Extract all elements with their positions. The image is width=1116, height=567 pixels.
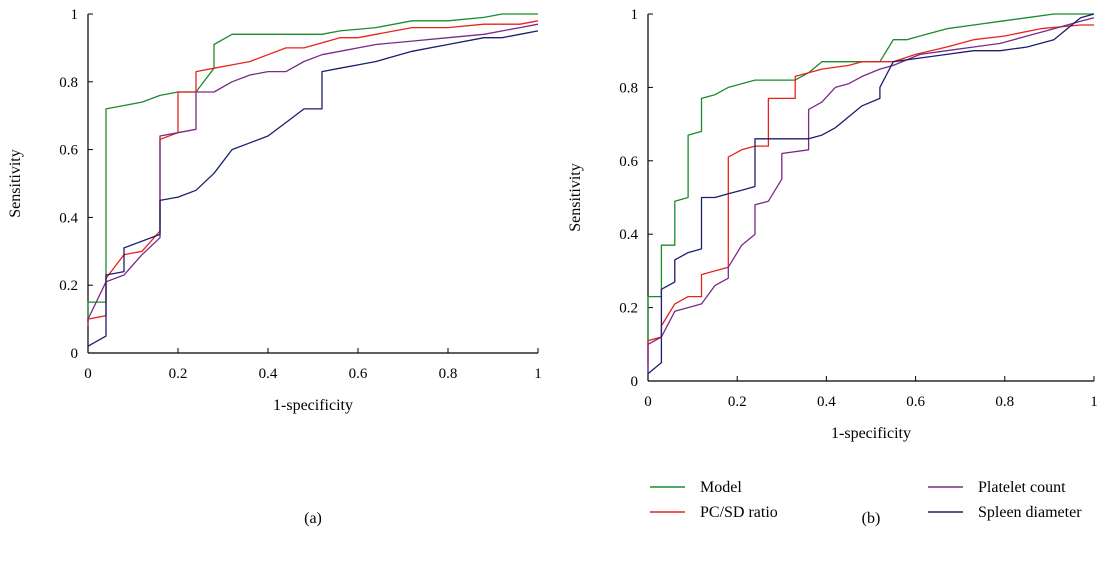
- y-axis-title: Sensitivity: [7, 149, 24, 217]
- y-tick-label: 0.2: [59, 278, 78, 294]
- y-axis-title: Sensitivity: [567, 163, 584, 231]
- y-tick-label: 0.8: [59, 75, 78, 91]
- y-tick-label: 0.8: [619, 80, 638, 96]
- y-tick-label: 0.4: [59, 210, 78, 226]
- x-tick-label: 0.8: [995, 394, 1014, 410]
- x-tick-label: 0.8: [439, 366, 458, 382]
- panel-a: 0 0.2 0.4 0.6 0.8 1 0 0.2 0.4 0.6 0.8 1 1-specificit…: [7, 7, 542, 527]
- x-tick-label: 0.6: [906, 394, 925, 410]
- y-tick-label: 1: [631, 7, 639, 23]
- x-tick-label: 1: [534, 366, 542, 382]
- legend: Model PC/SD ratio Platelet count Spleen dia…: [650, 479, 1082, 521]
- series-line-platelet-count: [647, 17, 1095, 374]
- series-line-platelet-count: [87, 23, 539, 323]
- y-tick-label: 1: [71, 7, 79, 23]
- panel-label: (b): [862, 510, 881, 527]
- series-line-pc-sd-ratio: [647, 24, 1094, 363]
- x-tick-label: 0.6: [349, 366, 368, 382]
- x-tick-label: 0.2: [728, 394, 747, 410]
- legend-label-spleen-diameter: Spleen diameter: [978, 504, 1082, 521]
- y-tick-label: 0.4: [619, 227, 638, 243]
- y-tick-label: 0: [71, 346, 79, 362]
- y-tick-label: 0.6: [59, 143, 78, 159]
- y-tick-label: 0.2: [619, 301, 638, 317]
- legend-label-model: Model: [700, 479, 742, 496]
- x-tick-label: 0: [84, 366, 92, 382]
- legend-label-pc-sd-ratio: PC/SD ratio: [700, 504, 778, 521]
- x-tick-label: 0: [644, 394, 652, 410]
- series-line-pc-sd-ratio: [87, 20, 539, 326]
- panel-b: 0 0.2 0.4 0.6 0.8 1 0 0.2 0.4 0.6 0.8 1 1-specificit…: [567, 7, 1098, 527]
- y-tick-label: 0.6: [619, 154, 638, 170]
- x-axis-title: 1-specificity: [273, 397, 353, 414]
- x-axis-title: 1-specificity: [831, 425, 911, 442]
- series-line-spleen-diameter: [87, 30, 539, 347]
- legend-label-platelet-count: Platelet count: [978, 479, 1066, 496]
- x-tick-label: 0.4: [259, 366, 278, 382]
- series-line-spleen-diameter: [647, 13, 1095, 375]
- series-line-model: [647, 13, 1094, 345]
- y-tick-label: 0: [631, 374, 639, 390]
- x-tick-label: 1: [1090, 394, 1098, 410]
- x-tick-label: 0.4: [817, 394, 836, 410]
- series-line-model: [87, 13, 538, 323]
- x-tick-label: 0.2: [169, 366, 188, 382]
- panel-label: (a): [304, 510, 322, 527]
